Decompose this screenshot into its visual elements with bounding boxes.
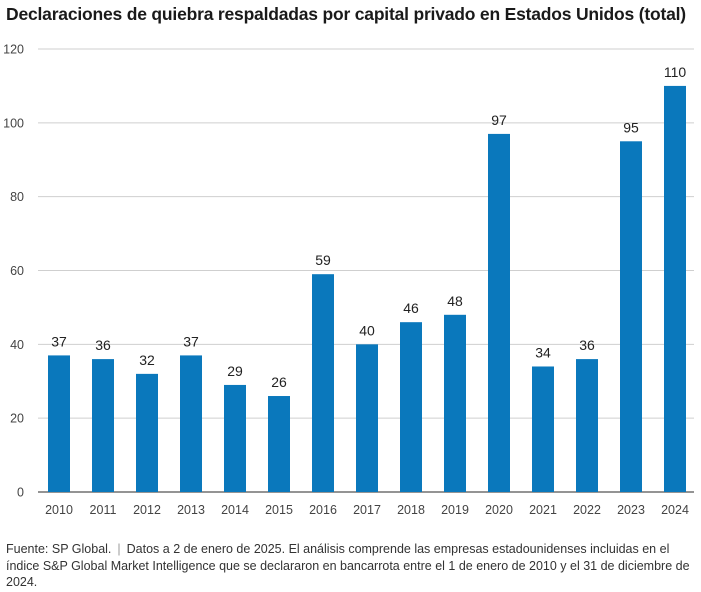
- x-tick-label: 2012: [133, 503, 161, 517]
- y-tick-label: 20: [10, 412, 24, 426]
- footnote-text: Datos a 2 de enero de 2025. El análisis …: [6, 542, 690, 589]
- x-tick-label: 2013: [177, 503, 205, 517]
- data-label: 29: [227, 363, 243, 379]
- source-text: Fuente: SP Global.: [6, 542, 112, 556]
- bar: [400, 322, 422, 492]
- bar: [268, 396, 290, 492]
- bar: [180, 355, 202, 492]
- x-tick-label: 2011: [90, 503, 117, 517]
- x-tick-label: 2014: [221, 503, 249, 517]
- x-tick-label: 2024: [661, 503, 689, 517]
- x-tick-label: 2021: [529, 503, 557, 517]
- data-label: 37: [183, 333, 199, 349]
- bar: [356, 344, 378, 492]
- bar: [664, 85, 686, 493]
- x-axis-ticks: 2010 2011 2012 2013 2014 2015 2016 2017 2018 2019…: [45, 503, 689, 517]
- data-label: 36: [579, 337, 595, 353]
- data-label: 97: [491, 112, 507, 128]
- data-label: 37: [51, 333, 67, 349]
- bar-chart: 0 20 40 60 80 100 120 37 36 32 37 29 26 59 40 46 48 97 34…: [3, 43, 694, 517]
- y-tick-label: 80: [10, 190, 24, 204]
- y-tick-label: 120: [3, 43, 24, 57]
- data-label: 59: [315, 252, 331, 268]
- bar: [312, 274, 334, 492]
- bar: [444, 314, 466, 492]
- x-tick-label: 2016: [309, 503, 337, 517]
- bar: [620, 141, 642, 492]
- y-tick-label: 40: [10, 338, 24, 352]
- chart-footer: Fuente: SP Global. | Datos a 2 de enero de…: [6, 541, 694, 591]
- data-label: 32: [139, 352, 155, 368]
- x-tick-label: 2017: [353, 503, 381, 517]
- bar: [136, 373, 158, 492]
- data-label: 46: [403, 300, 419, 316]
- data-labels: 37 36 32 37 29 26 59 40 46 48 97 34 36 95 110: [51, 64, 686, 390]
- bar: [488, 133, 510, 493]
- y-tick-label: 0: [17, 486, 24, 500]
- x-tick-label: 2020: [485, 503, 513, 517]
- footer-separator: |: [117, 542, 121, 556]
- y-tick-label: 60: [10, 264, 24, 278]
- x-tick-label: 2019: [441, 503, 469, 517]
- bar: [532, 366, 554, 492]
- bar: [92, 359, 114, 492]
- data-label: 26: [271, 374, 287, 390]
- chart-title: Declaraciones de quiebra respaldadas por…: [6, 4, 686, 24]
- x-tick-label: 2018: [397, 503, 425, 517]
- data-label: 110: [664, 64, 687, 80]
- y-tick-label: 100: [3, 116, 24, 130]
- bar: [576, 359, 598, 492]
- bar: [48, 355, 70, 492]
- data-label: 34: [535, 344, 551, 360]
- data-label: 48: [447, 293, 463, 309]
- x-tick-label: 2022: [573, 503, 601, 517]
- x-tick-label: 2015: [265, 503, 293, 517]
- bars: [48, 85, 686, 493]
- bar: [224, 384, 246, 492]
- x-tick-label: 2023: [617, 503, 645, 517]
- y-axis-ticks: 0 20 40 60 80 100 120: [3, 43, 24, 500]
- x-tick-label: 2010: [45, 503, 73, 517]
- data-label: 95: [623, 119, 639, 135]
- data-label: 36: [95, 337, 111, 353]
- data-label: 40: [359, 322, 375, 338]
